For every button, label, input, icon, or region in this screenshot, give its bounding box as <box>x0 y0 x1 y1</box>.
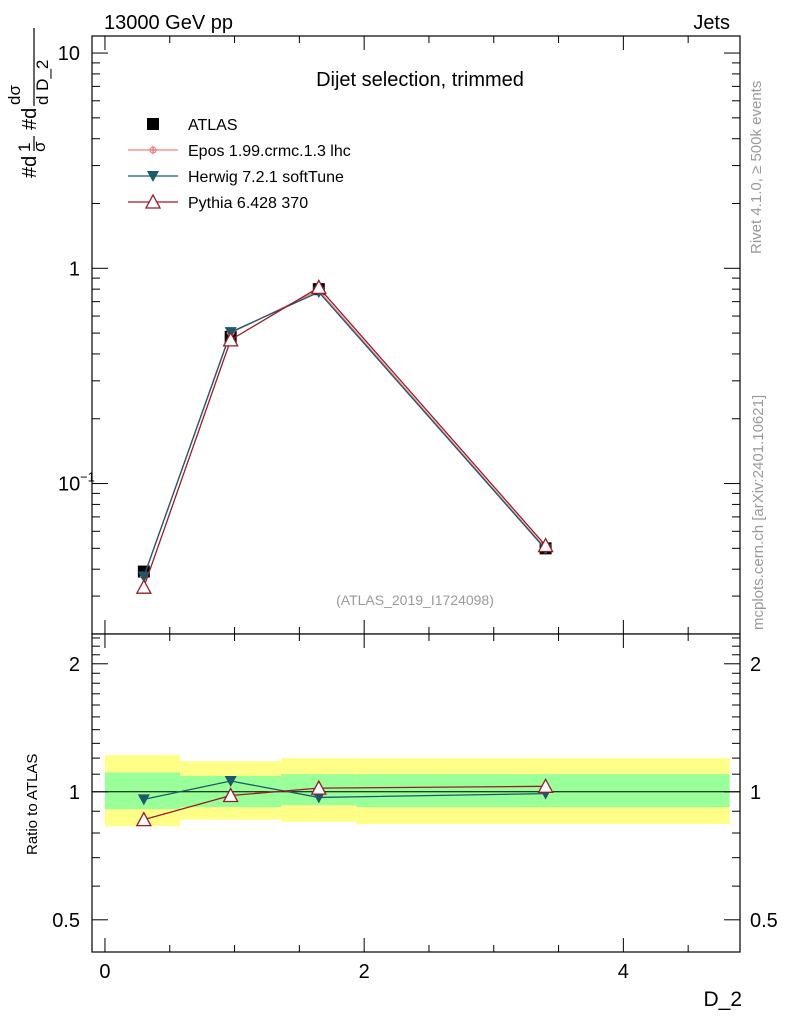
y-tick-label-main: 1 <box>69 258 80 280</box>
ratio-point-0 <box>312 792 325 804</box>
ratio-point-1 <box>222 787 239 803</box>
y-tick-label-ratio-right: 0.5 <box>750 910 778 932</box>
ylabel-frac-sigma: σ <box>30 141 49 152</box>
ratio-point-1 <box>310 779 327 795</box>
legend-marker <box>147 118 159 130</box>
ylabel-hash-d-2: #d <box>19 108 41 130</box>
y-tick-label-ratio-right: 2 <box>750 654 761 676</box>
y-tick-label-main: 10 <box>58 43 80 65</box>
legend-marker <box>144 193 162 209</box>
analysis-watermark: (ATLAS_2019_I1724098) <box>336 592 494 608</box>
ratio-line-0 <box>143 780 546 800</box>
ratio-plot-frame <box>91 633 741 953</box>
site-label: mcplots.cern.ch [arXiv:2401.10621] <box>750 395 767 630</box>
y-tick-label-ratio-right: 1 <box>750 782 761 804</box>
data-point-3 <box>310 279 327 295</box>
ratio-line-1 <box>143 785 546 821</box>
legend-label: ATLAS <box>188 117 238 134</box>
main-ylabel: #d 1 σ #d dσ d D_2 <box>5 28 52 178</box>
series-line-2 <box>143 291 547 577</box>
ylabel-frac-dD2: d D_2 <box>33 60 52 105</box>
y-tick-label-exp: −1 <box>80 470 95 485</box>
legend-marker-ring <box>149 146 157 154</box>
header-energy: 13000 GeV pp <box>104 12 233 34</box>
xaxis-label: D_2 <box>703 988 742 1011</box>
x-tick-label: 2 <box>359 961 370 983</box>
legend-marker <box>147 171 159 182</box>
x-tick-label: 0 <box>99 961 110 983</box>
series-line-3 <box>143 286 547 588</box>
data-point-3 <box>135 578 152 594</box>
legend-label: Epos 1.99.crmc.1.3 lhc <box>188 143 351 160</box>
y-tick-label-ratio: 1 <box>69 782 80 804</box>
main-title: Dijet selection, trimmed <box>316 69 524 91</box>
ylabel-frac-dsigma: dσ <box>5 85 24 105</box>
data-point-2 <box>137 571 150 583</box>
legend: ATLAS Epos 1.99.crmc.1.3 lhc Herwig 7.2.1 … <box>128 117 351 212</box>
y-tick-label-ratio: 2 <box>69 654 80 676</box>
y-tick-label-ratio: 0.5 <box>52 910 80 932</box>
ratio-ylabel: Ratio to ATLAS <box>24 754 41 855</box>
data-point-3 <box>222 331 239 347</box>
uncertainty-band-inner <box>104 772 181 810</box>
main-plot-background <box>92 36 740 634</box>
ratio-panel: 0.5 0.5 1 1 2 2 0 2 4 Ratio to ATLAS D_2 <box>24 633 778 1011</box>
ratio-point-0 <box>137 794 150 806</box>
y-tick-label-main: 10 <box>58 474 80 496</box>
ratio-point-1 <box>537 777 554 793</box>
legend-label: Pythia 6.428 370 <box>188 195 308 212</box>
header-category: Jets <box>693 12 730 34</box>
ylabel-hash-d-1: #d <box>19 156 41 178</box>
ratio-point-1 <box>135 811 152 827</box>
rivet-label: Rivet 4.1.0, ≥ 500k events <box>748 81 765 254</box>
data-point-3 <box>537 537 554 553</box>
legend-label: Herwig 7.2.1 softTune <box>188 169 344 186</box>
x-tick-label: 4 <box>618 961 629 983</box>
ylabel-frac-1: 1 <box>15 143 34 152</box>
ratio-point-0 <box>224 776 237 788</box>
